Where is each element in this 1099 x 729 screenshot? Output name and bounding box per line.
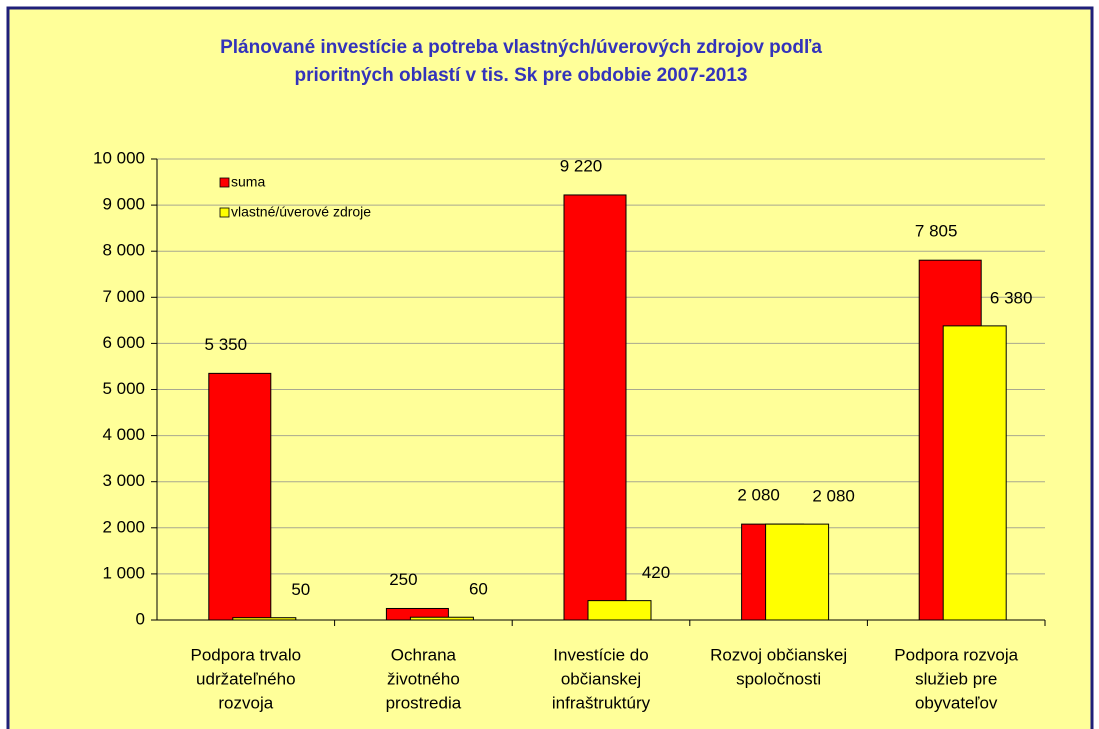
data-label: 50: [291, 580, 310, 599]
y-tick-label: 5 000: [102, 379, 145, 398]
x-tick-label: životného: [387, 669, 460, 688]
data-label: 2 080: [737, 486, 780, 505]
legend-label: vlastné/úverové zdroje: [231, 204, 371, 220]
data-label: 420: [642, 563, 670, 582]
data-label: 250: [389, 570, 417, 589]
x-tick-label: Investície do: [553, 645, 648, 664]
x-tick-label: infraštruktúry: [552, 693, 651, 712]
data-label: 5 350: [205, 335, 248, 354]
x-tick-label: Rozvoj občianskej: [710, 645, 847, 664]
y-tick-label: 10 000: [93, 148, 145, 167]
chart-title: prioritných oblastí v tis. Sk pre obdobi…: [295, 65, 748, 86]
x-tick-label: udržateľného: [196, 669, 295, 688]
x-tick-label: služieb pre: [915, 669, 997, 688]
legend-label: suma: [231, 174, 265, 190]
x-tick-label: Ochrana: [391, 645, 457, 664]
bar: [563, 194, 627, 621]
x-tick-label: prostredia: [386, 693, 462, 712]
bar: [765, 523, 830, 621]
chart-background: [6, 6, 1094, 729]
data-label: 7 805: [915, 222, 958, 241]
data-label: 60: [469, 580, 488, 599]
legend-swatch: [219, 177, 230, 188]
y-tick-label: 1 000: [102, 563, 145, 582]
data-label: 6 380: [990, 288, 1033, 307]
data-label: 9 220: [560, 156, 603, 175]
y-tick-label: 8 000: [102, 241, 145, 260]
y-tick-label: 7 000: [102, 287, 145, 306]
x-tick-label: občianskej: [561, 669, 641, 688]
x-tick-label: obyvateľov: [915, 693, 998, 712]
y-tick-label: 9 000: [102, 195, 145, 214]
y-tick-label: 6 000: [102, 333, 145, 352]
y-tick-label: 3 000: [102, 471, 145, 490]
data-label: 2 080: [812, 487, 855, 506]
x-tick-label: rozvoja: [218, 693, 273, 712]
x-tick-label: Podpora rozvoja: [894, 645, 1018, 664]
x-tick-label: spoločnosti: [736, 669, 821, 688]
y-tick-label: 0: [136, 609, 145, 628]
bar: [587, 600, 652, 621]
bar: [208, 372, 272, 621]
y-tick-label: 2 000: [102, 517, 145, 536]
chart-title: Plánované investície a potreba vlastných…: [220, 37, 822, 58]
y-tick-label: 4 000: [102, 425, 145, 444]
legend-swatch: [219, 207, 230, 218]
bar: [942, 325, 1007, 621]
x-tick-label: Podpora trvalo: [191, 645, 302, 664]
